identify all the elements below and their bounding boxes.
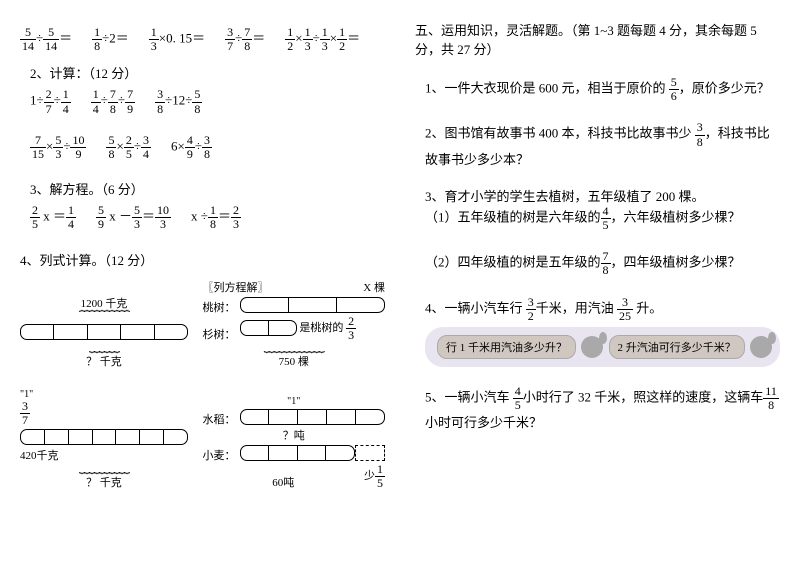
p3-1b: ，六年级植树多少棵？ xyxy=(611,209,741,224)
expr: 25 x ＝14 xyxy=(30,204,76,231)
expr: 6×49÷38 xyxy=(171,134,212,161)
d3-lessR: 少15 xyxy=(364,463,385,490)
q1-item: 12×13÷13×12＝ xyxy=(285,26,360,53)
diagram-row-2: "1" 37 420千克 ⏟⏟⏟⏟⏟⏟⏟⏟⏟⏟ ？ 千克 "1" 水稻： ？吨 … xyxy=(20,383,385,504)
p5-b: 小时可行多少千米？ xyxy=(425,415,542,430)
d3-qL: ？ 千克 xyxy=(20,474,188,490)
p4-bubbles: 行 1 千米用汽油多少升？ 2 升汽油可行多少千米？ xyxy=(425,327,780,367)
d3-qR: ？吨 xyxy=(203,427,386,443)
expr: 14÷78÷79 xyxy=(91,88,135,115)
d3-unitL: 420千克 xyxy=(20,447,188,463)
left-column: 514÷514＝ 18÷2＝ 13×0. 15＝ 37÷78＝ 12×13÷13… xyxy=(20,20,385,504)
expr: 59 x －53＝103 xyxy=(96,204,171,231)
p5-mid: 小时行了 32 千米，照这样的速度，这辆车 xyxy=(523,390,764,405)
p1-b: ，原价多少元？ xyxy=(679,81,770,96)
tape xyxy=(240,320,298,336)
dashed-seg xyxy=(355,445,385,461)
expr: 38÷12÷58 xyxy=(155,88,202,115)
q1-item: 514÷514＝ xyxy=(20,26,72,53)
tape xyxy=(240,297,386,313)
tape xyxy=(240,409,386,425)
q3-title: 3、解方程。（6 分） xyxy=(30,179,385,198)
diagram-1: 1200 千克 ⏞⏞⏞⏞⏞⏞⏞⏞⏞⏞ ⏟⏟⏟⏟⏟⏟ ？ 千克 xyxy=(20,295,188,369)
d4-rice-row: 水稻： xyxy=(203,407,386,427)
p3-1: （1）五年级植的树是六年级的45，六年级植树多少棵？ xyxy=(425,205,780,232)
p3: 3、育才小学的学生去植树，五年级植了 200 棵。 （1）五年级植的树是六年级的… xyxy=(425,186,780,278)
d2-fir-row: 杉树： 是桃树的 23 xyxy=(203,315,386,342)
p4-mid: 千米，用汽油 xyxy=(536,300,617,315)
p4-a: 4、一辆小汽车行 xyxy=(425,300,526,315)
d2-fir: 杉树： xyxy=(203,326,236,342)
q2-title: 2、计算：（12 分） xyxy=(30,63,385,82)
p3-2a: （2）四年级植的树是五年级的 xyxy=(425,255,601,270)
tape xyxy=(20,324,188,340)
d2-header: 〖列方程解〗 xyxy=(203,279,269,295)
q3-row: 25 x ＝14 59 x －53＝103 x ÷18＝23 xyxy=(30,204,385,231)
tape xyxy=(20,429,188,445)
p3-2b: ，四年级植树多少棵？ xyxy=(611,255,741,270)
right-column: 五、运用知识，灵活解题。（第 1~3 题每题 4 分，其余每题 5 分，共 27… xyxy=(415,20,780,504)
p1-a: 1、一件大衣现价是 600 元，相当于原价的 xyxy=(425,81,669,96)
expr: 1÷27÷14 xyxy=(30,88,71,115)
p5-a: 5、一辆小汽车 xyxy=(425,390,513,405)
bubble-2: 2 升汽油可行多少千米？ xyxy=(609,335,745,359)
p3-a: 3、育才小学的学生去植树，五年级植了 200 棵。 xyxy=(425,186,780,205)
brace-icon: ⏟⏟⏟⏟⏟⏟ xyxy=(20,342,188,353)
squirrel-icon xyxy=(581,336,603,358)
tape xyxy=(240,445,355,461)
d2-peach-row: 桃树： xyxy=(203,295,386,315)
expr: x ÷18＝23 xyxy=(191,204,241,231)
q2-row1: 1÷27÷14 14÷78÷79 38÷12÷58 xyxy=(30,88,385,115)
d3-topR: "1" xyxy=(203,396,386,407)
d1-top: 1200 千克 xyxy=(20,295,188,311)
p1: 1、一件大衣现价是 600 元，相当于原价的 56，原价多少元？ xyxy=(425,76,780,103)
p3-1a: （1）五年级植的树是六年级的 xyxy=(425,209,601,224)
diagram-row-1: 1200 千克 ⏞⏞⏞⏞⏞⏞⏞⏞⏞⏞ ⏟⏟⏟⏟⏟⏟ ？ 千克 〖列方程解〗 X … xyxy=(20,273,385,383)
p4-b: 升。 xyxy=(633,300,662,315)
q1-item: 18÷2＝ xyxy=(92,26,129,53)
p2-a: 2、图书馆有故事书 400 本，科技书比故事书少 xyxy=(425,126,695,141)
d2-fir-text: 是桃树的 23 xyxy=(299,315,356,342)
d3-unitR: 60吨 xyxy=(272,474,294,490)
p5: 5、一辆小汽车 45小时行了 32 千米，照这样的速度，这辆车118小时可行多少… xyxy=(425,385,780,431)
diagram-2: 〖列方程解〗 X 棵 桃树： 杉树： 是桃树的 23 ⏟⏟⏟⏟⏟⏟⏟⏟⏟⏟⏟⏟ … xyxy=(203,279,386,369)
d3-topL: "1" xyxy=(20,389,188,400)
p3-2: （2）四年级植的树是五年级的78，四年级植树多少棵？ xyxy=(425,250,780,277)
p4: 4、一辆小汽车行 32千米，用汽油 325 升。 行 1 千米用汽油多少升？ 2… xyxy=(425,296,780,367)
q1-item: 13×0. 15＝ xyxy=(149,26,205,53)
brace-icon: ⏟⏟⏟⏟⏟⏟⏟⏟⏟⏟⏟⏟ xyxy=(203,342,386,353)
expr: 58×25÷34 xyxy=(106,134,150,161)
squirrel-icon xyxy=(750,336,772,358)
q1-row: 514÷514＝ 18÷2＝ 13×0. 15＝ 37÷78＝ 12×13÷13… xyxy=(20,26,385,53)
d2-header-row: 〖列方程解〗 X 棵 xyxy=(203,279,386,295)
d2-bottom: 750 棵 xyxy=(203,353,386,369)
p2: 2、图书馆有故事书 400 本，科技书比故事书少 38，科技书比故事书少多少本？ xyxy=(425,121,780,167)
expr: 715×53÷109 xyxy=(30,134,86,161)
d3-labelR1: 水稻： xyxy=(203,411,236,427)
section-5-header: 五、运用知识，灵活解题。（第 1~3 题每题 4 分，其余每题 5 分，共 27… xyxy=(415,20,780,58)
worksheet-page: 514÷514＝ 18÷2＝ 13×0. 15＝ 37÷78＝ 12×13÷13… xyxy=(20,20,780,504)
q4-title: 4、列式计算。（12 分） xyxy=(20,250,385,269)
q1-item: 37÷78＝ xyxy=(225,26,265,53)
bubble-1: 行 1 千米用汽油多少升？ xyxy=(437,335,576,359)
d3-labelR2: 小麦： xyxy=(203,447,236,463)
d1-bottom: ？ 千克 xyxy=(20,353,188,369)
d2-peach: 桃树： xyxy=(203,299,236,315)
d4-wheat-row: 小麦： xyxy=(203,443,386,463)
d4-bottom: 60吨 少15 xyxy=(203,463,386,490)
brace-icon: ⏟⏟⏟⏟⏟⏟⏟⏟⏟⏟ xyxy=(20,463,188,474)
d2-x: X 棵 xyxy=(363,279,385,295)
diagram-4: "1" 水稻： ？吨 小麦： 60吨 少15 xyxy=(203,396,386,490)
diagram-3: "1" 37 420千克 ⏟⏟⏟⏟⏟⏟⏟⏟⏟⏟ ？ 千克 xyxy=(20,389,188,490)
d3-fracL: 37 xyxy=(20,400,188,427)
q2-row2: 715×53÷109 58×25÷34 6×49÷38 xyxy=(30,134,385,161)
brace-icon: ⏞⏞⏞⏞⏞⏞⏞⏞⏞⏞ xyxy=(20,311,188,322)
